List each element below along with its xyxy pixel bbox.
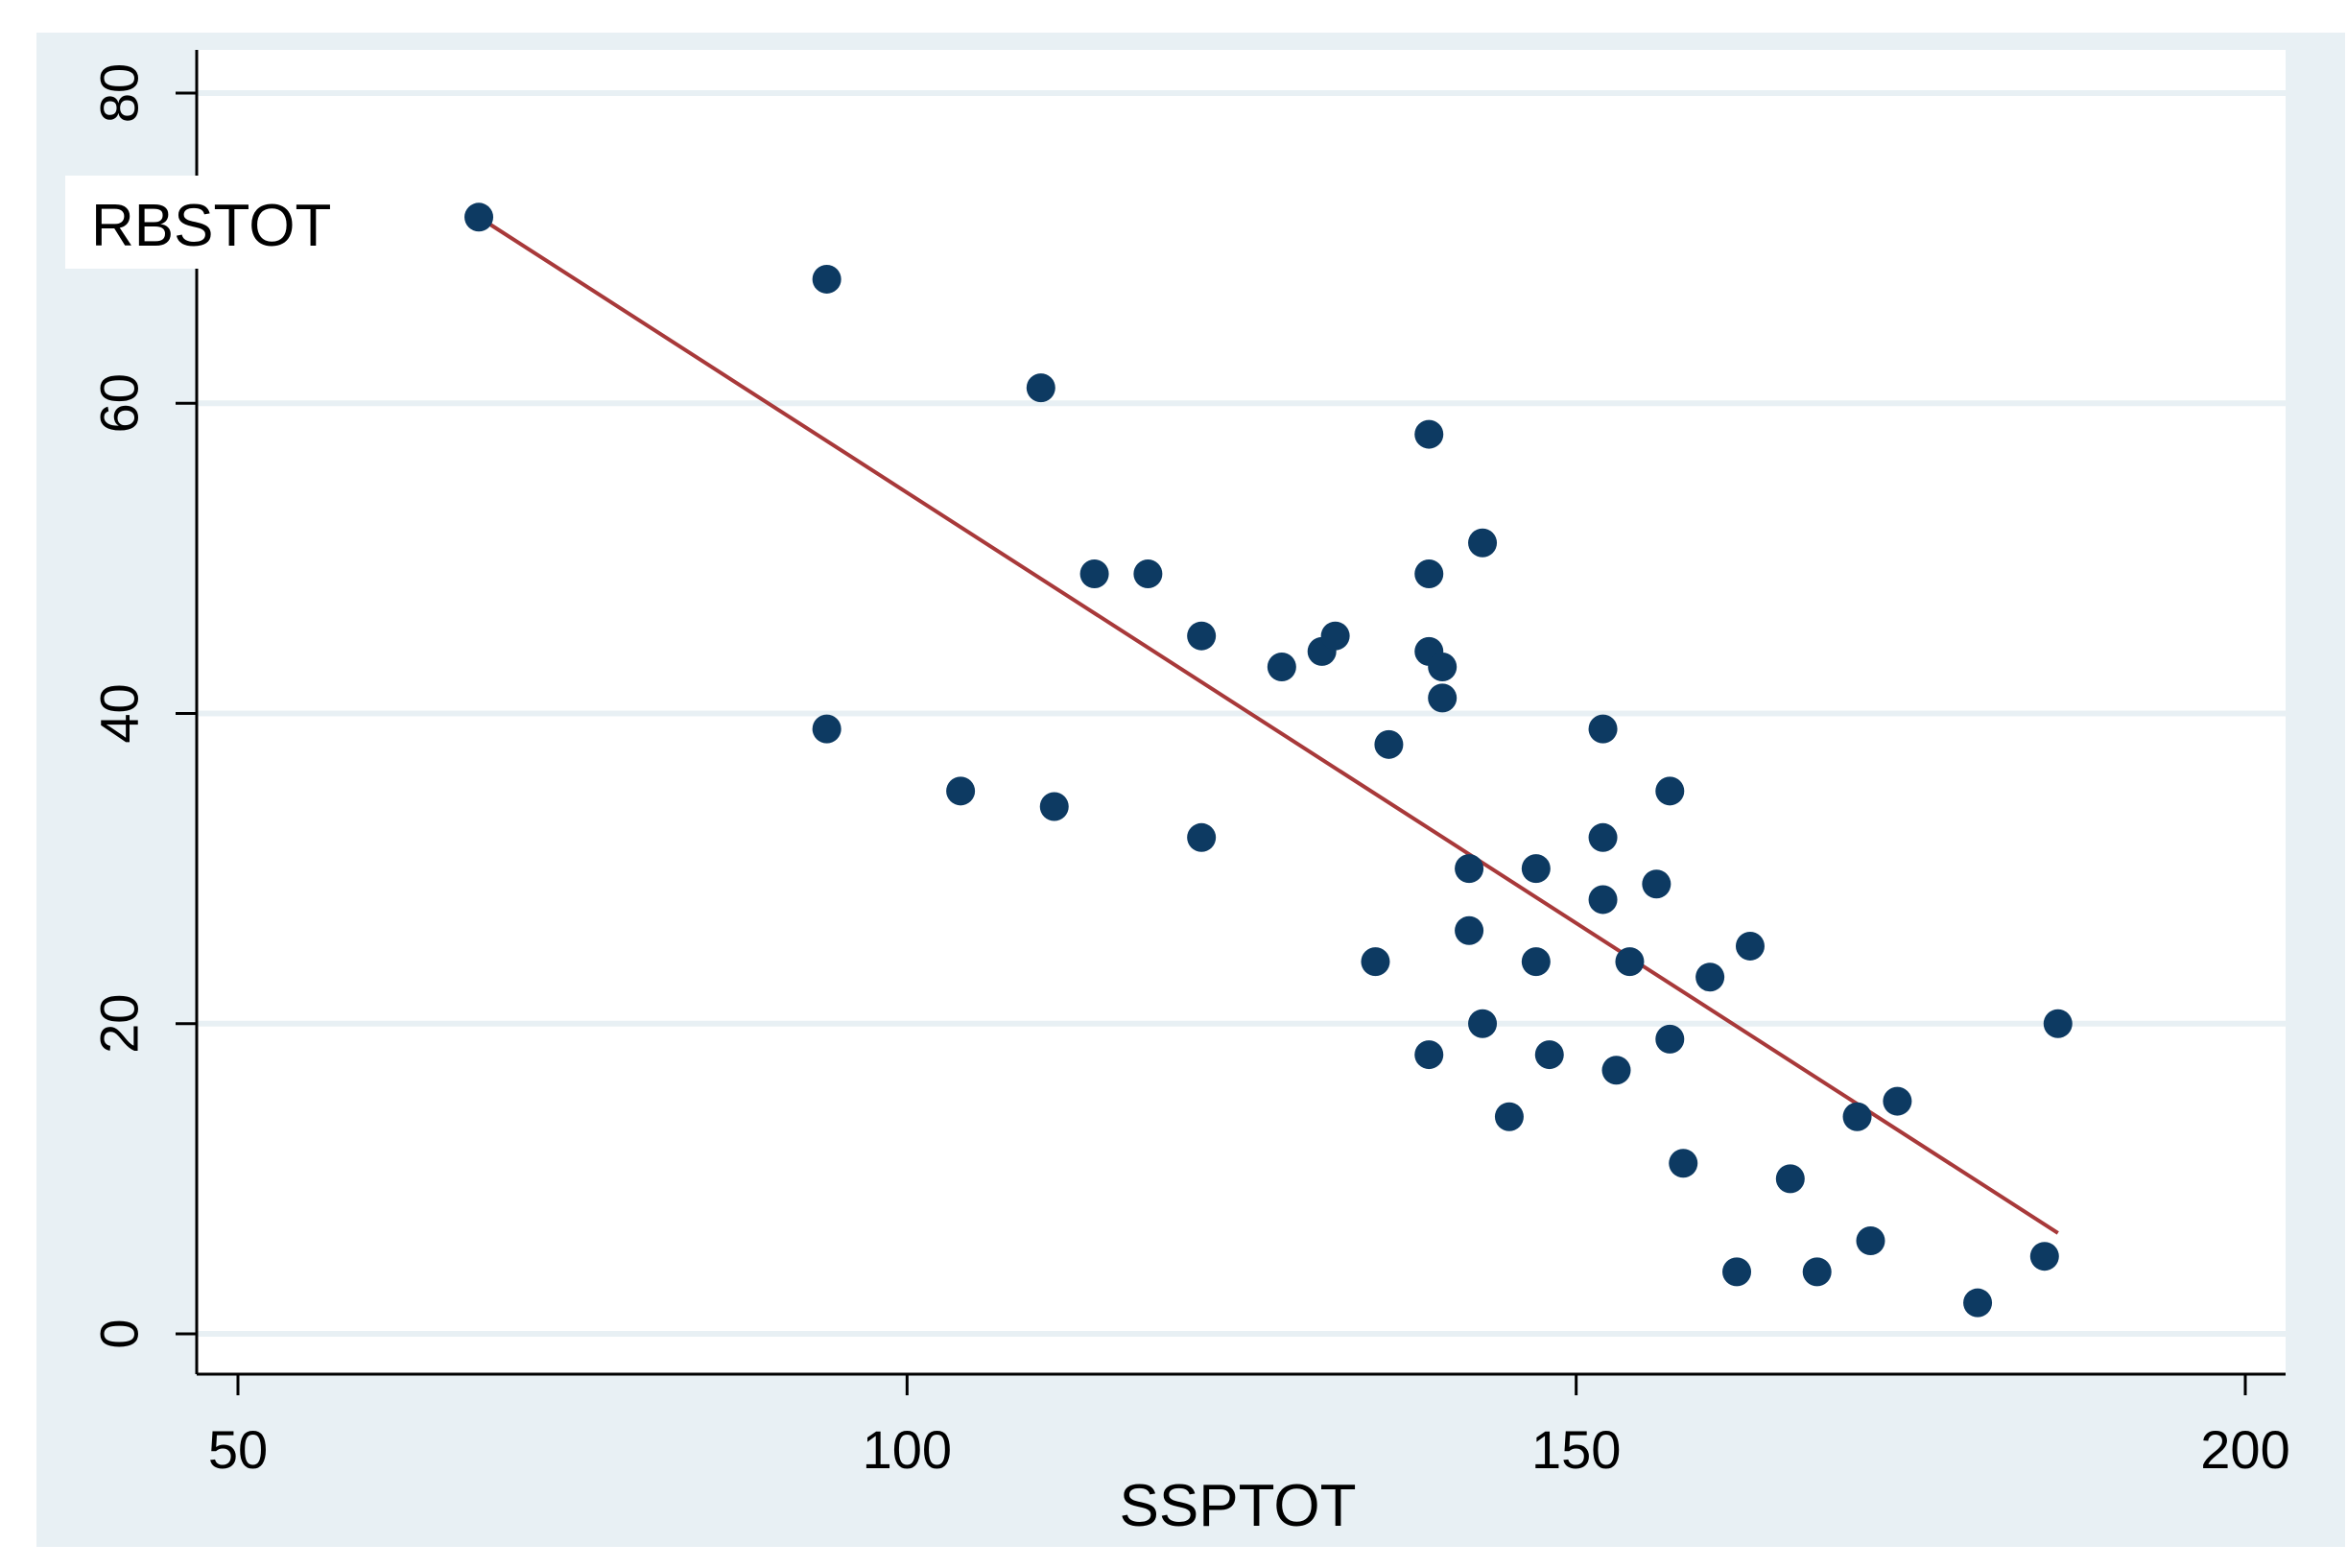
- data-point: [1601, 1056, 1631, 1085]
- data-point: [2043, 1009, 2073, 1038]
- data-point: [1455, 854, 1484, 884]
- y-tick-label: 0: [89, 1319, 150, 1348]
- data-point: [1883, 1086, 1912, 1116]
- data-point: [1735, 931, 1765, 961]
- data-point: [1026, 373, 1055, 403]
- data-point: [1267, 653, 1296, 682]
- data-point: [1187, 621, 1217, 651]
- data-point: [1414, 1040, 1444, 1070]
- data-point: [1655, 1024, 1685, 1054]
- data-point: [464, 202, 494, 232]
- data-point: [1361, 947, 1390, 977]
- data-point: [1521, 854, 1551, 884]
- data-point: [1963, 1288, 1993, 1318]
- data-point: [1374, 729, 1404, 759]
- data-point: [1695, 962, 1725, 992]
- y-tick-label: 20: [89, 994, 150, 1054]
- data-point: [1588, 885, 1618, 915]
- y-axis-title-box: [65, 176, 348, 269]
- gridlines: [197, 90, 2286, 1337]
- data-point: [1320, 621, 1350, 651]
- y-tick-label: 80: [89, 63, 150, 123]
- x-tick-label: 100: [863, 1419, 952, 1480]
- data-point: [1414, 419, 1444, 449]
- data-points: [464, 202, 2073, 1318]
- data-point: [1468, 1009, 1498, 1038]
- data-point: [1642, 869, 1671, 899]
- data-point: [1655, 776, 1685, 806]
- data-point: [1494, 1102, 1524, 1131]
- data-point: [946, 776, 976, 806]
- x-tick-label: 50: [208, 1419, 268, 1480]
- y-axis-ticks: 0 20 40 60 80: [89, 63, 197, 1349]
- data-point: [1039, 792, 1069, 821]
- fit-line: [477, 215, 2059, 1235]
- data-point: [1775, 1164, 1805, 1194]
- data-point: [1534, 1040, 1564, 1070]
- y-axis-title: RBSTOT: [91, 193, 331, 259]
- fit-line-group: [477, 215, 2059, 1235]
- data-point: [1856, 1226, 1885, 1256]
- data-point: [1414, 559, 1444, 589]
- data-point: [1428, 683, 1458, 713]
- data-point: [1588, 714, 1618, 744]
- x-tick-label: 150: [1531, 1419, 1621, 1480]
- data-point: [812, 714, 842, 744]
- x-tick-label: 200: [2200, 1419, 2289, 1480]
- data-point: [1428, 653, 1458, 682]
- data-point: [1588, 822, 1618, 852]
- data-point: [1521, 947, 1551, 977]
- data-point: [812, 264, 842, 294]
- data-point: [2029, 1242, 2059, 1271]
- data-point: [1079, 559, 1109, 589]
- data-point: [1455, 915, 1484, 945]
- y-tick-label: 60: [89, 373, 150, 433]
- x-axis-ticks: 50 100 150 200: [208, 1374, 2290, 1480]
- data-point: [1802, 1257, 1832, 1287]
- data-point: [1187, 822, 1217, 852]
- data-point: [1842, 1102, 1872, 1131]
- x-axis-title: SSPTOT: [1120, 1473, 1357, 1539]
- data-point: [1669, 1149, 1698, 1178]
- data-point: [1615, 947, 1645, 977]
- data-point: [1133, 559, 1163, 589]
- data-point: [1468, 528, 1498, 558]
- y-tick-label: 40: [89, 683, 150, 743]
- data-point: [1722, 1257, 1752, 1287]
